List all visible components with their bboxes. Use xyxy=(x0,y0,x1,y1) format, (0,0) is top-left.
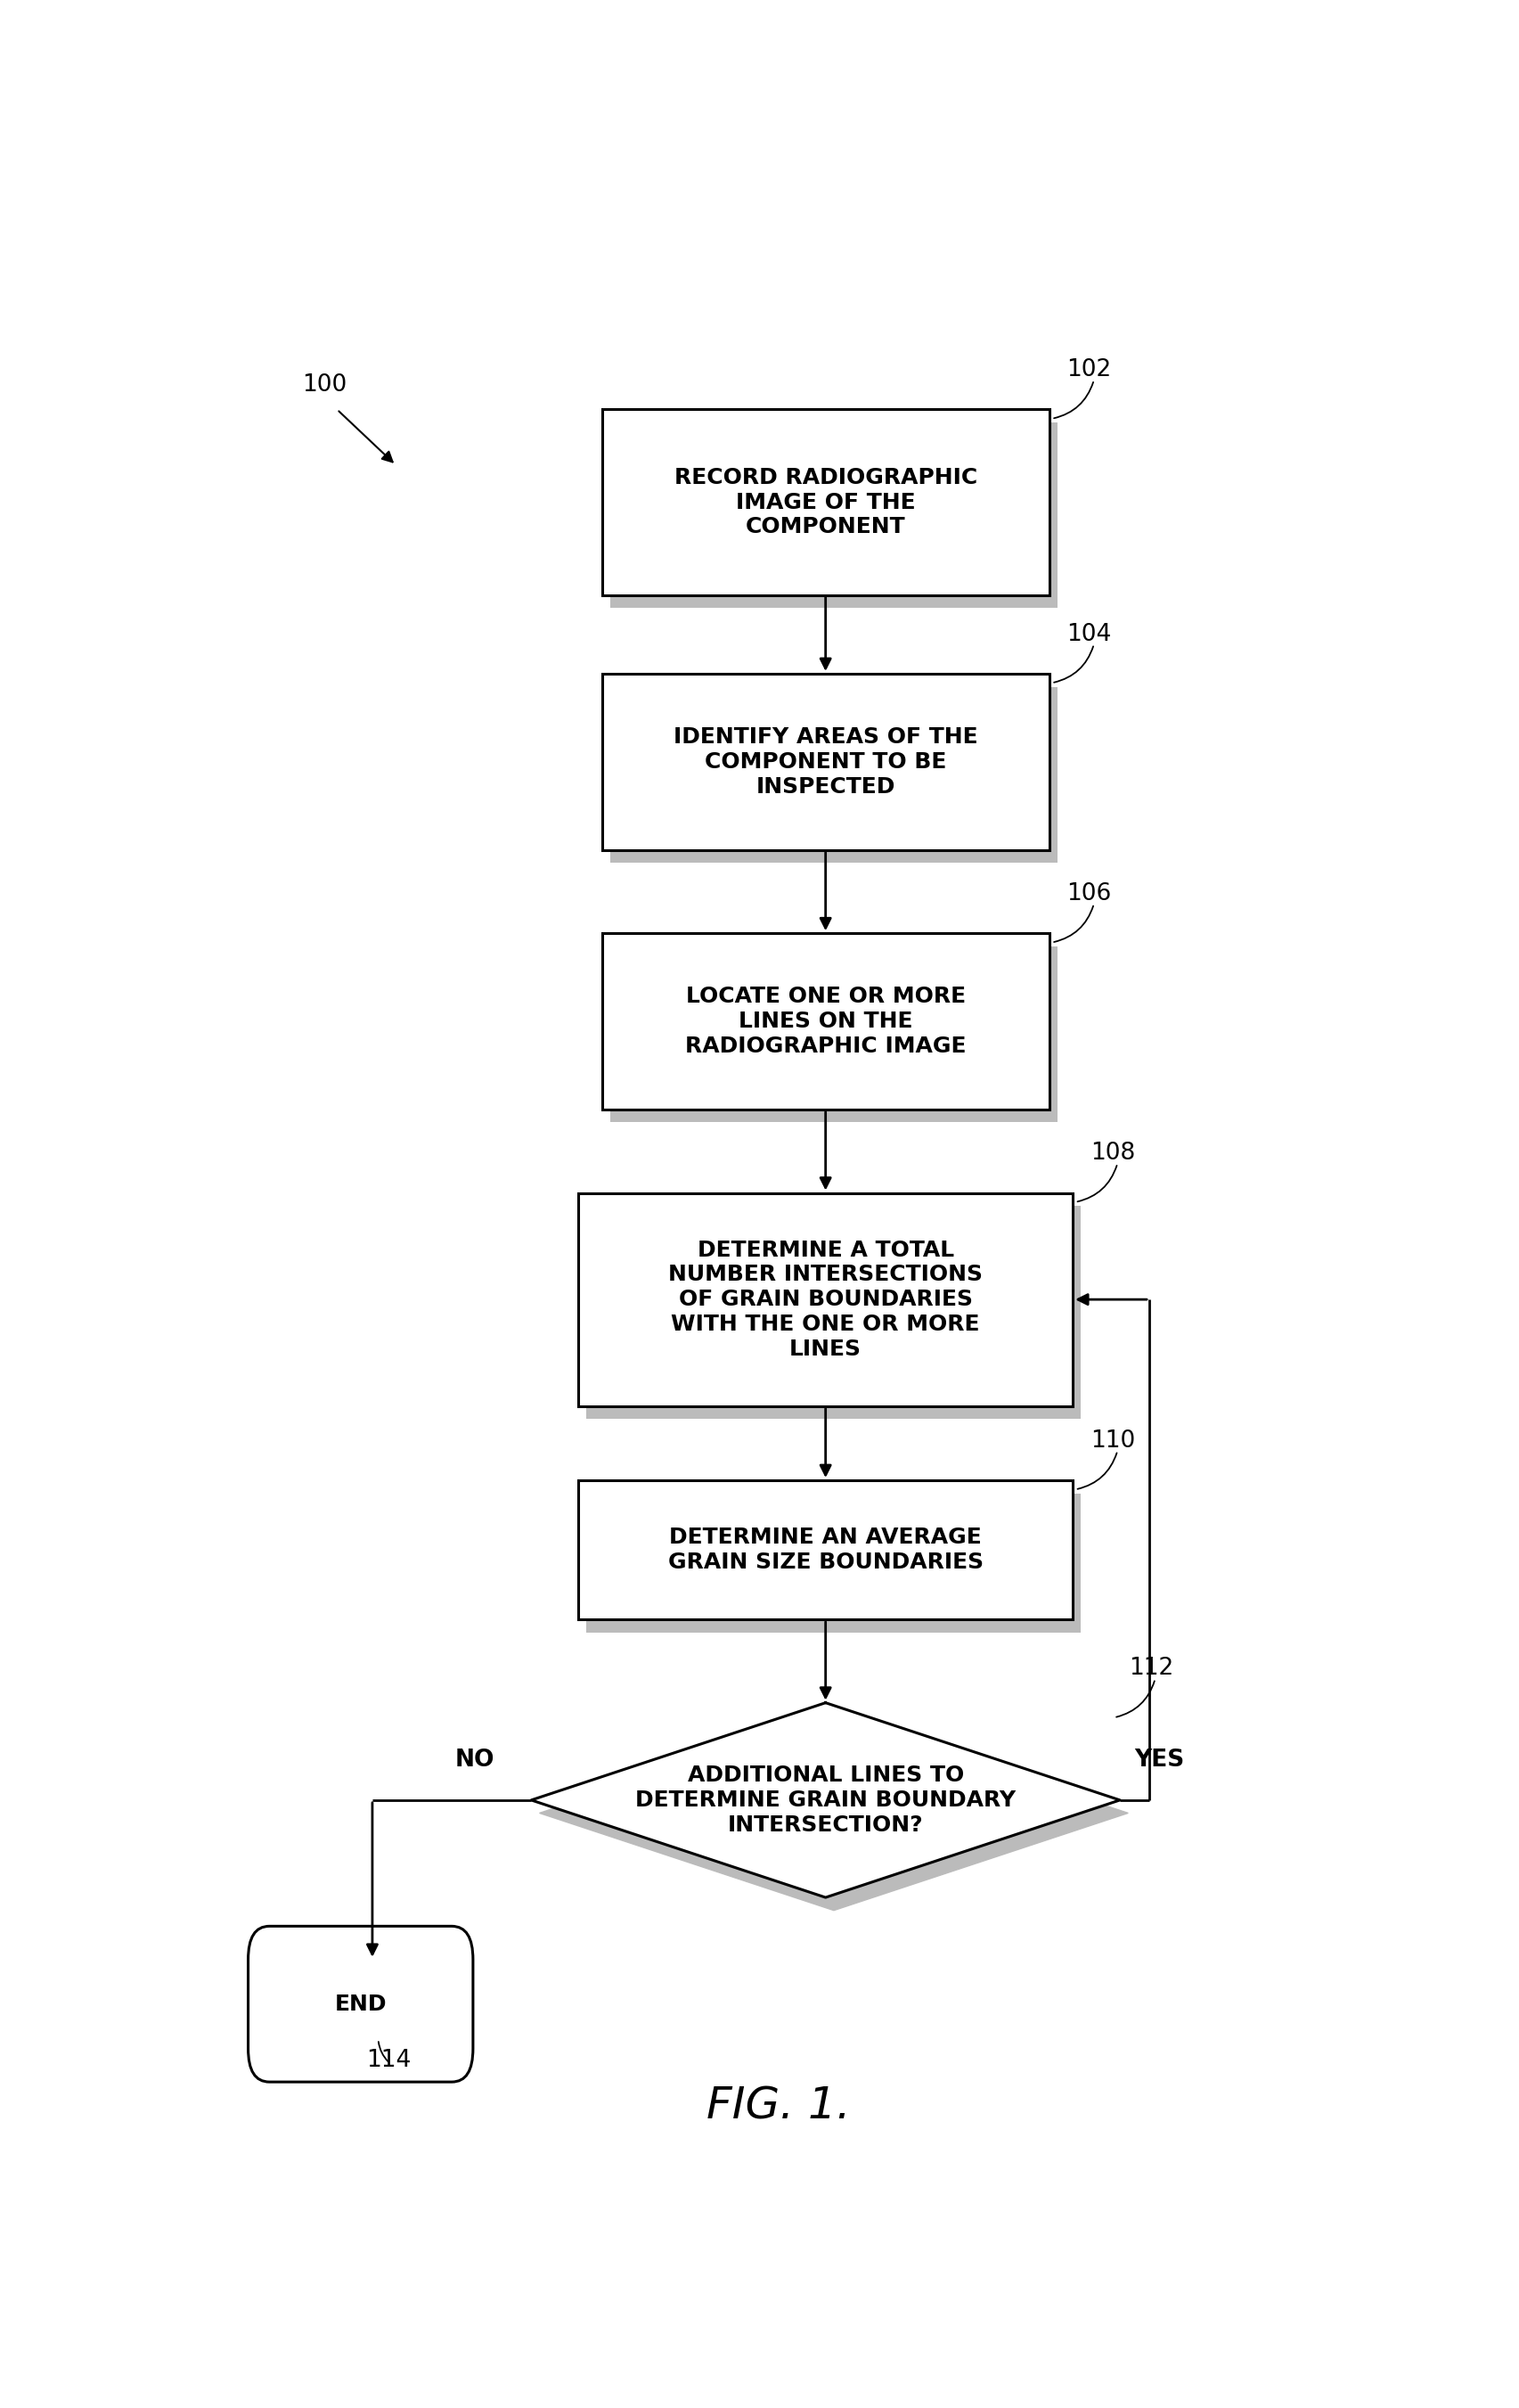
Text: ADDITIONAL LINES TO
DETERMINE GRAIN BOUNDARY
INTERSECTION?: ADDITIONAL LINES TO DETERMINE GRAIN BOUN… xyxy=(635,1765,1016,1835)
Text: 112: 112 xyxy=(1129,1657,1174,1681)
Text: 100: 100 xyxy=(302,373,346,397)
Text: IDENTIFY AREAS OF THE
COMPONENT TO BE
INSPECTED: IDENTIFY AREAS OF THE COMPONENT TO BE IN… xyxy=(673,727,978,797)
FancyBboxPatch shape xyxy=(586,1206,1082,1418)
FancyBboxPatch shape xyxy=(579,1192,1072,1406)
FancyBboxPatch shape xyxy=(611,421,1057,607)
Text: 104: 104 xyxy=(1066,624,1112,645)
FancyBboxPatch shape xyxy=(611,686,1057,862)
Text: 110: 110 xyxy=(1091,1428,1135,1452)
Polygon shape xyxy=(539,1717,1129,1910)
Polygon shape xyxy=(532,1702,1120,1898)
Text: 114: 114 xyxy=(366,2049,412,2073)
Text: 108: 108 xyxy=(1091,1141,1135,1165)
FancyBboxPatch shape xyxy=(602,934,1050,1110)
Text: LOCATE ONE OR MORE
LINES ON THE
RADIOGRAPHIC IMAGE: LOCATE ONE OR MORE LINES ON THE RADIOGRA… xyxy=(685,985,966,1057)
Text: END: END xyxy=(334,1994,387,2015)
Text: RECORD RADIOGRAPHIC
IMAGE OF THE
COMPONENT: RECORD RADIOGRAPHIC IMAGE OF THE COMPONE… xyxy=(674,467,977,537)
FancyBboxPatch shape xyxy=(602,409,1050,595)
FancyBboxPatch shape xyxy=(602,674,1050,850)
Text: FIG. 1.: FIG. 1. xyxy=(706,2085,851,2126)
FancyBboxPatch shape xyxy=(586,1493,1082,1633)
Text: 106: 106 xyxy=(1066,881,1112,905)
FancyBboxPatch shape xyxy=(579,1481,1072,1618)
Text: DETERMINE AN AVERAGE
GRAIN SIZE BOUNDARIES: DETERMINE AN AVERAGE GRAIN SIZE BOUNDARI… xyxy=(668,1527,983,1572)
FancyBboxPatch shape xyxy=(248,1926,472,2083)
Text: NO: NO xyxy=(454,1748,494,1772)
Text: 102: 102 xyxy=(1066,359,1112,380)
Text: DETERMINE A TOTAL
NUMBER INTERSECTIONS
OF GRAIN BOUNDARIES
WITH THE ONE OR MORE
: DETERMINE A TOTAL NUMBER INTERSECTIONS O… xyxy=(668,1240,983,1361)
FancyBboxPatch shape xyxy=(611,946,1057,1122)
Text: YES: YES xyxy=(1135,1748,1185,1772)
